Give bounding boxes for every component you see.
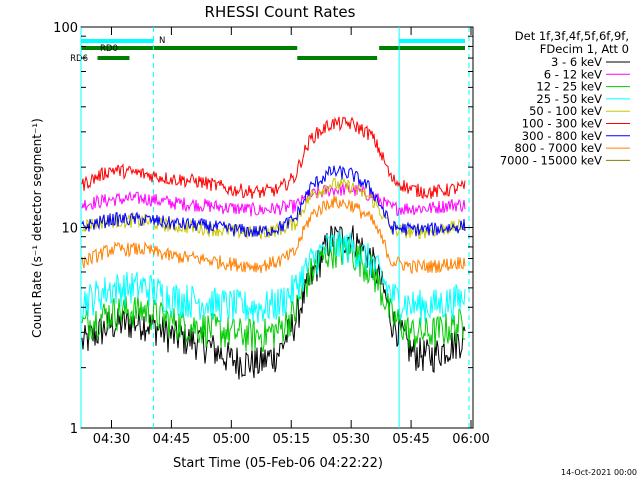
- axes: 04:30 04:45 05:00 05:15 05:30 05:45 06:00 1 10 10…: [53, 21, 490, 447]
- series-line-6: [81, 164, 466, 238]
- legend-label-4: 50 - 100 keV: [529, 104, 602, 118]
- legend-label-6: 300 - 800 keV: [522, 129, 602, 143]
- legend: Det 1f,3f,4f,5f,6f,9f, FDecim 1, Att 0 3…: [500, 29, 630, 167]
- x-tick-label-6: 06:00: [452, 432, 489, 447]
- x-tick-label-2: 05:00: [213, 432, 250, 447]
- x-tick-label-5: 05:45: [392, 432, 429, 447]
- series-line-7: [81, 195, 466, 275]
- legend-header-line-2: FDecim 1, Att 0: [540, 42, 629, 56]
- flag-label-n: N: [159, 36, 165, 46]
- legend-label-7: 800 - 7000 keV: [514, 141, 602, 155]
- series-line-1: [81, 182, 466, 217]
- legend-label-0: 3 - 6 keV: [551, 55, 602, 69]
- flag-bars: N RD0 RD6: [70, 36, 465, 64]
- y-tick-label-0: 1: [70, 422, 78, 437]
- legend-label-3: 25 - 50 keV: [536, 92, 602, 106]
- flag-label-rd6: RD6: [70, 54, 88, 64]
- x-tick-label-4: 05:30: [332, 432, 369, 447]
- series-line-5: [81, 116, 466, 200]
- legend-label-2: 12 - 25 keV: [536, 80, 602, 94]
- x-tick-label-3: 05:15: [273, 432, 310, 447]
- legend-label-1: 6 - 12 keV: [544, 67, 602, 81]
- chart-title: RHESSI Count Rates: [205, 3, 356, 21]
- legend-label-8: 7000 - 15000 keV: [500, 153, 602, 167]
- x-tick-label-1: 04:45: [153, 432, 190, 447]
- y-tick-label-1: 10: [61, 222, 78, 237]
- y-tick-label-2: 100: [53, 21, 78, 36]
- x-tick-label-0: 04:30: [93, 432, 130, 447]
- legend-label-5: 100 - 300 keV: [522, 117, 602, 131]
- y-axis-label: Count Rate (s⁻¹ detector segment⁻¹): [30, 118, 44, 338]
- legend-header-line-1: Det 1f,3f,4f,5f,6f,9f,: [515, 29, 629, 43]
- series-lines: [81, 116, 466, 380]
- x-axis-label: Start Time (05-Feb-06 04:22:22): [173, 456, 383, 471]
- footer-timestamp: 14-Oct-2021 00:00: [561, 468, 637, 477]
- flag-label-rd0: RD0: [100, 44, 118, 54]
- series-line-2: [81, 235, 466, 353]
- series-line-3: [81, 229, 466, 325]
